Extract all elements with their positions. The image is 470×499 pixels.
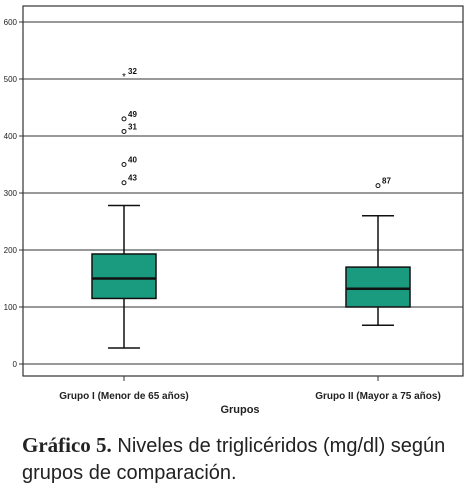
y-tick-label: 300 bbox=[4, 189, 18, 198]
plot-area-frame bbox=[22, 5, 464, 377]
boxplot-chart: 0 100 200 300 400 500 600 *32 49 31 40 43 87 Grupo … bbox=[4, 5, 464, 416]
box-group: 87 bbox=[345, 177, 411, 326]
outlier-marker bbox=[121, 128, 127, 134]
y-tick-label: 500 bbox=[4, 75, 18, 84]
x-tick-label: Grupo I (Menor de 65 años) bbox=[59, 391, 188, 402]
x-axis-label: Grupos bbox=[220, 404, 259, 416]
x-axis-ticks: Grupo I (Menor de 65 años) Grupo II (Mayo… bbox=[59, 376, 441, 402]
iqr-box bbox=[91, 253, 157, 300]
y-tick-label: 400 bbox=[4, 132, 18, 141]
caption-figure-number: Gráfico 5. bbox=[22, 433, 112, 457]
outlier-label: 43 bbox=[128, 174, 137, 183]
outlier-label: 49 bbox=[128, 110, 137, 119]
iqr-box bbox=[345, 266, 411, 308]
x-tick-label: Grupo II (Mayor a 75 años) bbox=[315, 391, 441, 402]
y-axis-ticks: 0 100 200 300 400 500 600 bbox=[4, 18, 23, 369]
caption-text: Niveles de triglicéridos (mg/dl) según g… bbox=[22, 435, 446, 484]
outlier-marker bbox=[121, 162, 127, 167]
boxes: *32 49 31 40 43 87 bbox=[91, 67, 411, 349]
extreme-outlier-marker: * bbox=[122, 72, 126, 83]
y-tick-label: 600 bbox=[4, 18, 18, 27]
figure-caption: Gráfico 5. Niveles de triglicéridos (mg/… bbox=[22, 432, 462, 487]
y-tick-label: 100 bbox=[4, 303, 18, 312]
outlier-label: 87 bbox=[382, 177, 391, 186]
outlier-marker bbox=[375, 183, 381, 189]
y-tick-label: 0 bbox=[13, 360, 18, 369]
outlier-marker bbox=[121, 180, 127, 186]
box-group: *32 49 31 40 43 bbox=[91, 67, 157, 349]
outlier-label: 31 bbox=[128, 122, 137, 131]
outlier-marker bbox=[121, 116, 127, 122]
gridlines bbox=[23, 21, 463, 365]
outlier-label: 40 bbox=[128, 156, 137, 165]
outlier-label: 32 bbox=[128, 67, 137, 76]
y-tick-label: 200 bbox=[4, 246, 18, 255]
